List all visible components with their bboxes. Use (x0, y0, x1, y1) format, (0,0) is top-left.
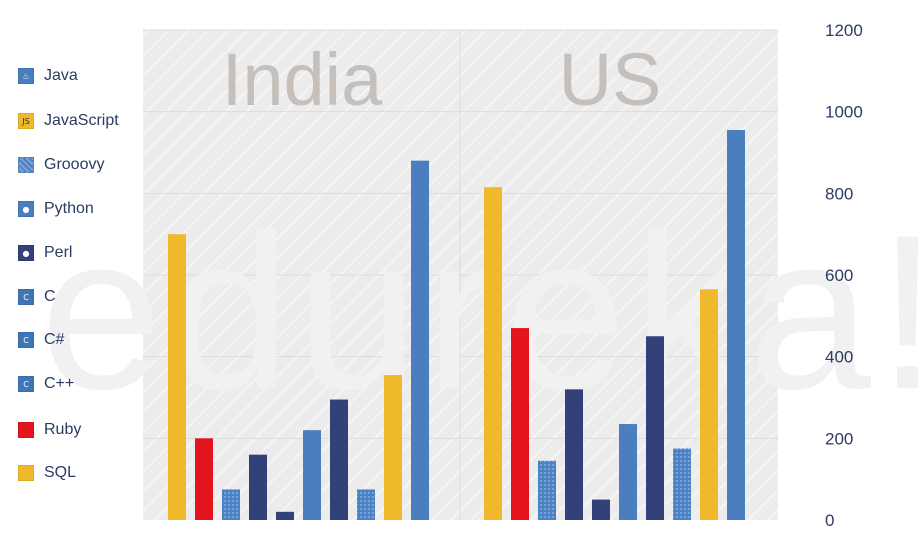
bar-india-javascript (168, 234, 186, 520)
legend-label: JavaScript (44, 112, 119, 129)
y-tick-label: 800 (825, 184, 853, 203)
groovy-icon (18, 157, 34, 173)
legend-item-ruby: Ruby (18, 420, 81, 440)
bar-us-perl (565, 389, 583, 520)
java-icon-glyph: ♨ (22, 72, 30, 81)
bar-india-ruby (195, 438, 213, 520)
javascript-icon-glyph: JS (22, 117, 30, 126)
ruby-icon (18, 422, 34, 438)
legend-label: Ruby (44, 421, 82, 438)
legend-label: C++ (44, 375, 75, 392)
legend-label: Grooovy (44, 156, 105, 173)
y-tick-label: 400 (825, 348, 853, 367)
bar-us-c (592, 499, 610, 520)
bar-us-sql (700, 289, 718, 520)
legend-item-perl: ● Perl (18, 243, 72, 263)
bar-us-python (619, 424, 637, 520)
legend-label: SQL (44, 464, 77, 481)
bar-india-sql (384, 375, 402, 520)
bar-us-grooovy (673, 448, 691, 520)
bar-us-grooovy (538, 460, 556, 520)
sql-icon (18, 465, 34, 481)
panels (143, 29, 778, 520)
y-tick-label: 600 (825, 266, 853, 285)
y-axis-ticks: 0 200 400 600 800 1000 1200 (825, 21, 863, 530)
legend-item-cplusplus: C C++ (18, 374, 74, 394)
legend-item-grooovy: Grooovy (18, 155, 104, 175)
legend-label: Perl (44, 244, 73, 261)
python-icon: ● (18, 201, 34, 217)
bars (168, 130, 745, 521)
bar-us-ruby (511, 328, 529, 520)
bar-us-c- (646, 336, 664, 520)
c-icon-glyph: C (23, 293, 29, 302)
cpp-icon: C (18, 376, 34, 392)
csharp-icon-glyph: C (23, 336, 29, 345)
csharp-icon: C (18, 332, 34, 348)
bar-us-c- (727, 130, 745, 520)
bar-us-javascript (484, 187, 502, 521)
perl-icon-glyph: ● (22, 249, 30, 258)
perl-icon: ● (18, 245, 34, 261)
cpp-icon-glyph: C (23, 380, 29, 389)
bar-india-grooovy (357, 489, 375, 520)
y-tick-label: 1000 (825, 103, 863, 122)
java-icon: ♨ (18, 68, 34, 84)
panel-titles: India US (222, 38, 662, 121)
bar-india-perl (249, 454, 267, 520)
python-icon-glyph: ● (22, 205, 30, 214)
bar-india-python (303, 430, 321, 520)
bar-india-grooovy (222, 489, 240, 520)
legend-label: Python (44, 200, 94, 217)
bar-india-c (276, 511, 294, 520)
legend-item-python: ● Python (18, 199, 94, 219)
legend-item-java: ♨ Java (18, 66, 78, 86)
legend-item-javascript: JS JavaScript (18, 111, 119, 131)
c-icon: C (18, 289, 34, 305)
y-tick-label: 200 (825, 429, 853, 448)
legend-label: Java (44, 67, 78, 84)
panel-title-india: India (222, 38, 383, 121)
y-tick-label: 1200 (825, 21, 863, 40)
legend-label: C (44, 288, 56, 305)
javascript-icon: JS (18, 113, 34, 129)
legend-label: C# (44, 331, 65, 348)
panel-title-us: US (559, 38, 662, 121)
watermark: edureka! (40, 189, 922, 435)
legend-item-csharp: C C# (18, 330, 64, 350)
y-tick-label: 0 (825, 511, 834, 530)
bar-india-c- (411, 160, 429, 520)
bar-india-c- (330, 399, 348, 520)
legend-item-sql: SQL (18, 463, 76, 483)
